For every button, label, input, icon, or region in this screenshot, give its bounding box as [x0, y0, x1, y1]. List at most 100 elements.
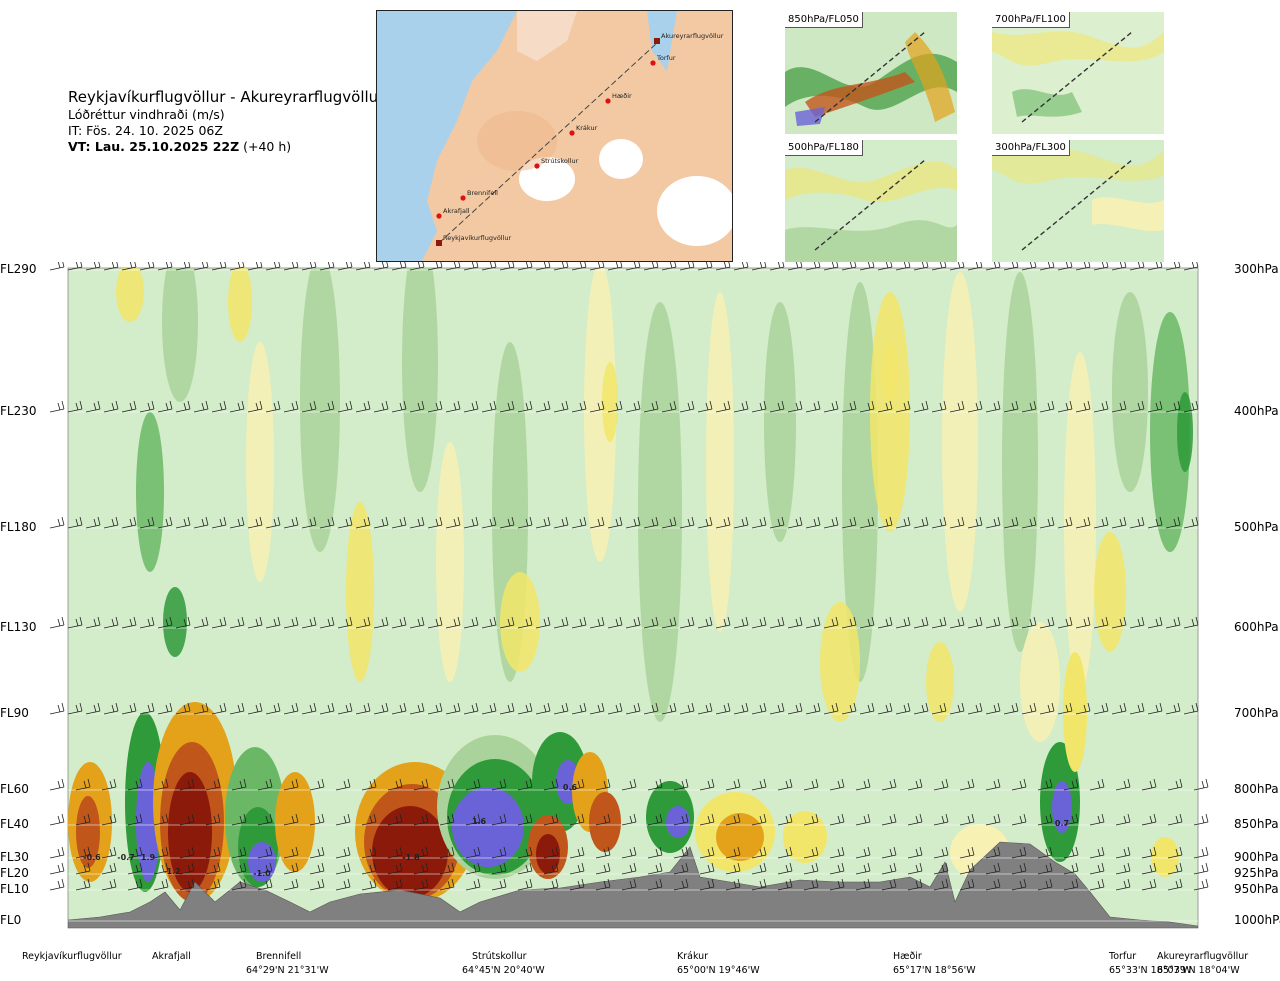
- wind-barb-feather: [1047, 518, 1051, 527]
- wind-barb-shaft: [499, 266, 515, 271]
- wind-barb: [229, 400, 245, 413]
- wind-barb-feather: [347, 878, 351, 888]
- wind-barb-feather: [317, 815, 321, 824]
- wind-barb-feather: [259, 616, 263, 626]
- field-cell: [1112, 292, 1148, 492]
- value-label: 1.9: [141, 853, 156, 862]
- wind-barb: [673, 846, 689, 859]
- wind-barb-feather: [135, 780, 139, 789]
- wind-barb-feather: [1173, 402, 1177, 411]
- wind-barb-feather: [815, 862, 819, 872]
- wind-barb: [413, 878, 429, 891]
- wind-barb-feather: [651, 704, 655, 713]
- wind-barb-feather: [457, 516, 461, 526]
- wind-barb-feather: [321, 862, 325, 872]
- wind-barb: [517, 262, 533, 271]
- wind-barb-feather: [525, 518, 529, 527]
- wind-barb-feather: [681, 848, 685, 857]
- wind-barb: [715, 400, 731, 413]
- wind-barb-feather: [525, 848, 529, 857]
- wind-barb-feather: [161, 848, 165, 857]
- wind-barb-shaft: [569, 854, 585, 859]
- wind-barb-feather: [1029, 704, 1033, 713]
- wind-barb-feather: [745, 616, 749, 626]
- route-point-label: Reykjavíkurflugvöllur: [443, 234, 512, 242]
- wind-barb: [1165, 400, 1181, 413]
- wind-barb-feather: [399, 846, 403, 856]
- wind-barb-feather: [601, 702, 605, 712]
- wind-barb-feather: [707, 815, 711, 824]
- wind-barb-feather: [707, 780, 711, 789]
- wind-barb-shaft: [387, 854, 403, 859]
- wind-barb-feather: [1049, 862, 1053, 872]
- wind-barb-feather: [417, 518, 421, 527]
- wind-barb: [855, 846, 871, 859]
- wind-barb-feather: [111, 704, 115, 713]
- wind-barb-feather: [733, 780, 737, 789]
- wind-barb-shaft: [103, 524, 119, 529]
- wind-barb-shaft: [337, 408, 353, 413]
- wind-barb: [309, 862, 325, 875]
- wind-barb-shaft: [361, 854, 377, 859]
- wind-barb: [1089, 862, 1105, 875]
- wind-barb-feather: [1015, 702, 1019, 712]
- wind-barb: [805, 400, 821, 413]
- wind-barb-feather: [421, 864, 425, 873]
- wind-barb-feather: [837, 815, 841, 824]
- wind-barb-shaft: [193, 408, 209, 413]
- wind-barb-shaft: [959, 786, 975, 791]
- wind-barb-feather: [811, 815, 815, 824]
- wind-barb-shaft: [697, 266, 713, 271]
- wind-barb-feather: [669, 402, 673, 411]
- wind-barb-feather: [489, 704, 493, 713]
- wind-barb-feather: [435, 704, 439, 713]
- wind-barb-feather: [777, 704, 781, 713]
- wind-barb-feather: [993, 618, 997, 627]
- wind-barb: [625, 702, 641, 715]
- wind-barb: [881, 862, 897, 875]
- wind-barb: [877, 516, 893, 529]
- wind-barb-shaft: [373, 710, 389, 715]
- wind-barb-shaft: [1003, 524, 1019, 529]
- wind-barb-feather: [511, 616, 515, 626]
- wind-barb: [733, 516, 749, 529]
- field-cell: [1094, 532, 1126, 652]
- wind-barb-shaft: [803, 821, 819, 826]
- wind-barb-feather: [113, 862, 117, 872]
- wind-barb-feather: [781, 516, 785, 526]
- wind-barb-shaft: [1037, 786, 1053, 791]
- wind-barb-shaft: [595, 854, 611, 859]
- wind-barb-shaft: [1063, 870, 1079, 875]
- wind-barb: [907, 878, 923, 891]
- wind-barb-feather: [785, 780, 789, 789]
- wind-barb-shaft: [1193, 854, 1209, 859]
- wind-barb-feather: [555, 846, 559, 856]
- wind-barb: [553, 400, 569, 413]
- wind-barb-feather: [135, 864, 139, 873]
- wind-barb-feather: [129, 518, 133, 527]
- wind-barb-shaft: [127, 886, 143, 891]
- wind-barb: [361, 778, 377, 791]
- wind-barb-feather: [633, 518, 637, 527]
- wind-barb-feather: [915, 864, 919, 873]
- wind-barb-feather: [1023, 862, 1027, 872]
- wind-barb-feather: [835, 702, 839, 712]
- wind-barb-feather: [577, 848, 581, 857]
- wind-barb-feather: [1065, 618, 1069, 627]
- wind-barb-feather: [561, 518, 565, 527]
- wind-barb: [855, 778, 871, 791]
- wind-barb-shaft: [1037, 870, 1053, 875]
- wind-barb: [733, 702, 749, 715]
- wind-barb-shaft: [1003, 266, 1019, 271]
- wind-barb-shaft: [841, 710, 857, 715]
- wind-barb: [647, 878, 663, 891]
- wind-barb-feather: [133, 400, 137, 410]
- wind-barb-feather: [147, 618, 151, 627]
- wind-barb-feather: [219, 704, 223, 713]
- wind-barb-feather: [1137, 262, 1141, 269]
- wind-barb-feather: [1045, 815, 1049, 824]
- wind-barb-feather: [191, 813, 195, 823]
- wind-barb: [1183, 400, 1199, 413]
- wind-barb-feather: [551, 780, 555, 789]
- wind-barb-feather: [737, 878, 741, 888]
